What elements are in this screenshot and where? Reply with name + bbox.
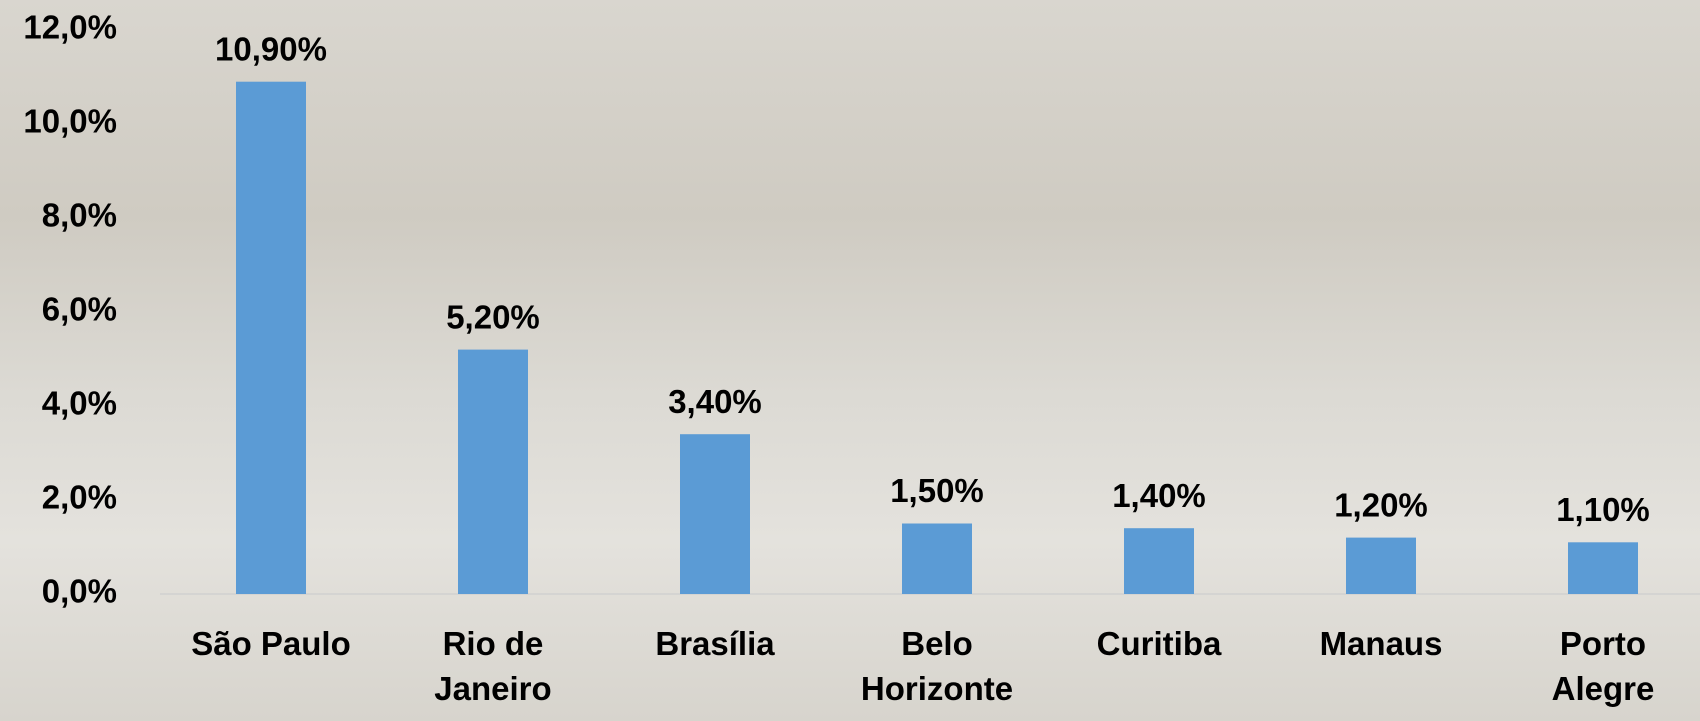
- x-tick-label: Belo Horizonte: [842, 621, 1032, 711]
- bar: [680, 434, 750, 594]
- y-tick-label: 10,0%: [23, 103, 117, 140]
- y-tick-label: 0,0%: [42, 573, 117, 610]
- value-label: 10,90%: [215, 30, 327, 67]
- bar: [1568, 542, 1638, 594]
- y-tick-label: 12,0%: [23, 9, 117, 46]
- value-label: 5,20%: [446, 298, 540, 335]
- x-tick-label: Rio de Janeiro: [398, 621, 588, 711]
- value-label: 3,40%: [668, 383, 762, 420]
- value-label: 1,40%: [1112, 477, 1206, 514]
- bar: [902, 524, 972, 595]
- y-tick-label: 6,0%: [42, 291, 117, 328]
- x-tick-label: Brasília: [620, 621, 810, 666]
- x-tick-label: São Paulo: [176, 621, 366, 666]
- y-tick-label: 4,0%: [42, 385, 117, 422]
- y-tick-label: 8,0%: [42, 197, 117, 234]
- bar: [458, 350, 528, 594]
- value-label: 1,50%: [890, 472, 984, 509]
- bar: [1346, 538, 1416, 594]
- x-tick-label: Manaus: [1286, 621, 1476, 666]
- chart-area: 0,0% 2,0% 4,0% 6,0% 8,0% 10,0% 12,0% 10,90% 5,20…: [0, 0, 1700, 721]
- bar: [1124, 528, 1194, 594]
- bar: [236, 82, 306, 594]
- x-tick-label: Curitiba: [1064, 621, 1254, 666]
- value-label: 1,10%: [1556, 491, 1650, 528]
- chart: 0,0% 2,0% 4,0% 6,0% 8,0% 10,0% 12,0% 10,90% 5,20…: [0, 0, 1700, 721]
- x-tick-label: Porto Alegre: [1508, 621, 1698, 711]
- y-tick-label: 2,0%: [42, 479, 117, 516]
- value-label: 1,20%: [1334, 486, 1428, 523]
